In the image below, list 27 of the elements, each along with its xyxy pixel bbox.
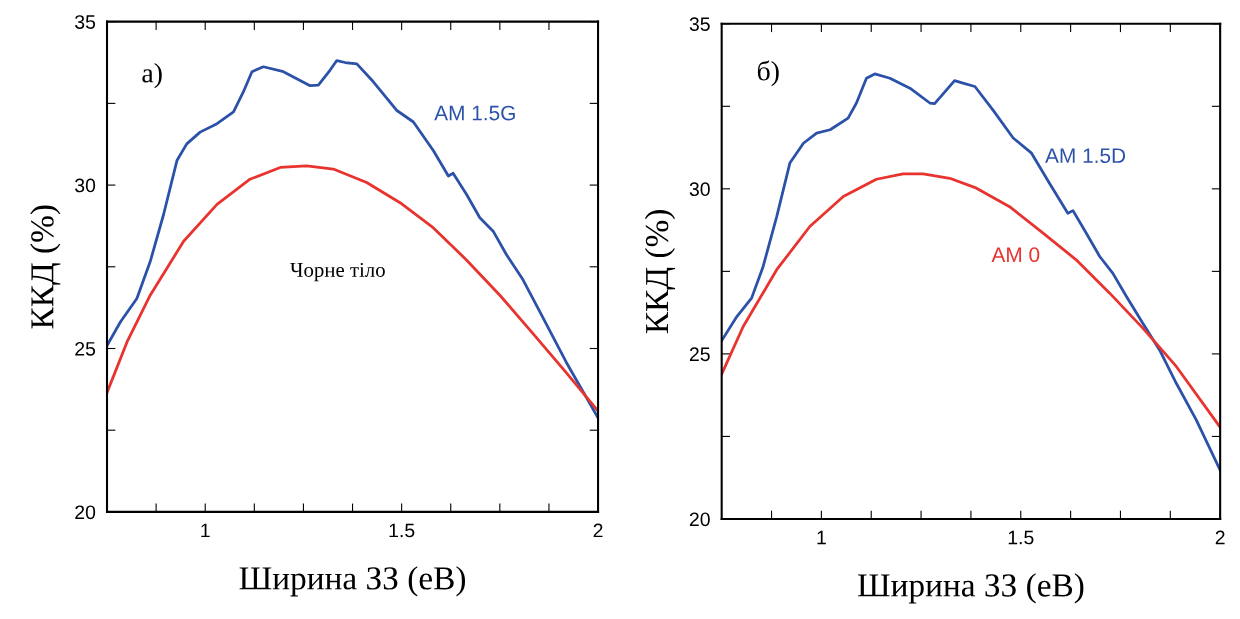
y-tick-label: 25 <box>689 347 710 362</box>
x-tick-label: 2 <box>593 523 603 538</box>
y-tick-label: 30 <box>689 182 710 197</box>
annotation: а) <box>142 63 162 89</box>
series-label: AM 1.5G <box>434 105 515 121</box>
annotation: б) <box>757 60 779 87</box>
x-axis-title: Ширина ЗЗ (еВ) <box>239 566 466 597</box>
y-axis-title: ККД (%) <box>644 210 676 334</box>
line-series <box>721 172 1221 429</box>
y-tick-label: 25 <box>75 341 96 356</box>
text: Чорне тіло <box>290 262 385 282</box>
series-label: AM 0 <box>991 247 1040 263</box>
y-tick-label: 35 <box>75 15 96 29</box>
y-tick-label: 30 <box>75 178 96 193</box>
x-tick-label: 2 <box>1215 530 1225 545</box>
line-series <box>107 164 599 413</box>
x-tick-label: 1 <box>201 523 210 538</box>
line-series <box>107 59 599 420</box>
y-tick-label: 35 <box>689 17 710 32</box>
series-label: AM 1.5D <box>1045 148 1126 164</box>
x-tick-label: 1.5 <box>1008 530 1034 545</box>
x-tick-label: 1 <box>817 530 826 545</box>
y-tick-label: 20 <box>689 512 710 527</box>
y-tick-label: 20 <box>75 505 96 520</box>
y-axis-title: ККД (%) <box>30 205 61 329</box>
x-axis-title: Ширина ЗЗ (еВ) <box>857 573 1084 604</box>
x-tick-label: 1.5 <box>389 523 415 538</box>
